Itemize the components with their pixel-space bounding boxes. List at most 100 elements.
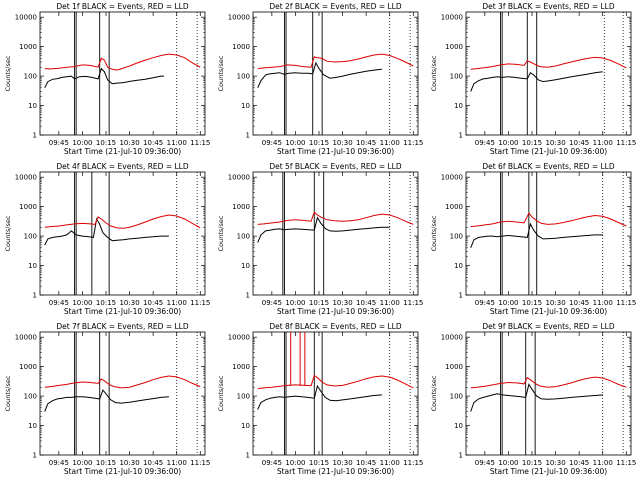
- y-tick-label: 1000: [445, 363, 463, 371]
- x-tick-label: 10:15: [309, 139, 329, 147]
- x-tick-label: 10:45: [143, 299, 163, 307]
- events-series-line: [44, 67, 165, 89]
- x-tick-label: 10:15: [522, 139, 542, 147]
- y-axis-label: Counts/sec: [430, 375, 438, 411]
- x-tick-label: 10:45: [143, 139, 163, 147]
- x-tick-label: 10:00: [498, 299, 518, 307]
- x-tick-label: 11:00: [593, 139, 613, 147]
- y-tick-label: 100: [237, 233, 250, 241]
- y-tick-label: 100: [450, 233, 463, 241]
- x-tick-label: 10:00: [285, 459, 305, 467]
- chart-title: Det 8f BLACK = Events, RED = LLD: [269, 322, 402, 331]
- y-tick-label: 10000: [15, 334, 37, 342]
- x-axis-label: Start Time (21-Jul-10 09:36:00): [490, 307, 607, 316]
- x-tick-label: 09:45: [475, 459, 495, 467]
- lld-series-line: [44, 214, 201, 229]
- events-series-line: [470, 383, 603, 412]
- x-tick-label: 11:00: [380, 459, 400, 467]
- y-axis-label: Counts/sec: [430, 55, 438, 91]
- panel-det-5f: Det 5f BLACK = Events, RED = LLD Counts/s…: [217, 162, 423, 316]
- events-series-line: [470, 222, 603, 248]
- plot-frame: [39, 11, 206, 136]
- plot-frame: [465, 171, 632, 296]
- x-tick-label: 10:30: [119, 459, 139, 467]
- x-tick-label: 11:15: [190, 299, 210, 307]
- x-tick-label: 10:00: [72, 139, 92, 147]
- y-tick-label: 10000: [15, 174, 37, 182]
- y-tick-label: 10000: [228, 334, 250, 342]
- y-tick-label: 1000: [232, 203, 250, 211]
- y-tick-label: 1: [246, 132, 250, 140]
- x-tick-label: 10:30: [545, 459, 565, 467]
- x-tick-label: 11:15: [616, 299, 636, 307]
- y-tick-label: 10: [28, 262, 37, 270]
- x-tick-label: 11:15: [190, 139, 210, 147]
- panel-det-3f: Det 3f BLACK = Events, RED = LLD Counts/s…: [430, 2, 636, 156]
- events-series-line: [257, 61, 382, 89]
- y-tick-label: 10000: [441, 334, 463, 342]
- x-tick-label: 10:30: [545, 139, 565, 147]
- y-axis-label: Counts/sec: [217, 55, 225, 91]
- x-tick-label: 10:45: [356, 139, 376, 147]
- y-tick-label: 100: [450, 73, 463, 81]
- y-axis-label: Counts/sec: [4, 375, 12, 411]
- x-tick-label: 11:15: [616, 459, 636, 467]
- plot-frame: [465, 331, 632, 456]
- chart-title: Det 2f BLACK = Events, RED = LLD: [269, 2, 402, 11]
- x-tick-label: 10:30: [119, 139, 139, 147]
- y-tick-label: 10000: [228, 174, 250, 182]
- x-axis-label: Start Time (21-Jul-10 09:36:00): [64, 307, 181, 316]
- x-axis-label: Start Time (21-Jul-10 09:36:00): [490, 467, 607, 476]
- lld-series-line: [470, 56, 627, 70]
- y-tick-label: 1000: [232, 363, 250, 371]
- x-tick-label: 09:45: [475, 139, 495, 147]
- y-tick-label: 1000: [445, 203, 463, 211]
- panel-det-7f: Det 7f BLACK = Events, RED = LLD Counts/s…: [4, 322, 210, 476]
- x-axis-label: Start Time (21-Jul-10 09:36:00): [64, 147, 181, 156]
- y-tick-label: 100: [450, 393, 463, 401]
- x-tick-label: 10:15: [96, 299, 116, 307]
- y-tick-label: 10000: [15, 14, 37, 22]
- x-tick-label: 10:30: [545, 299, 565, 307]
- x-tick-label: 09:45: [475, 299, 495, 307]
- x-tick-label: 10:45: [143, 459, 163, 467]
- x-tick-label: 10:45: [569, 139, 589, 147]
- x-tick-label: 09:45: [49, 139, 69, 147]
- y-tick-label: 100: [24, 393, 37, 401]
- lld-series-line: [470, 212, 627, 228]
- events-series-line: [257, 384, 382, 410]
- x-tick-label: 10:30: [332, 459, 352, 467]
- y-tick-label: 1000: [19, 203, 37, 211]
- x-tick-label: 10:15: [309, 459, 329, 467]
- x-tick-label: 11:00: [380, 299, 400, 307]
- y-tick-label: 10: [454, 262, 463, 270]
- chart-title: Det 5f BLACK = Events, RED = LLD: [269, 162, 402, 171]
- plot-frame: [39, 171, 206, 296]
- panel-det-1f: Det 1f BLACK = Events, RED = LLD Counts/s…: [4, 2, 210, 156]
- y-axis-label: Counts/sec: [4, 215, 12, 251]
- x-tick-label: 10:00: [72, 459, 92, 467]
- y-tick-label: 10: [454, 422, 463, 430]
- plot-frame: [465, 11, 632, 136]
- y-tick-label: 1000: [19, 43, 37, 51]
- y-tick-label: 100: [24, 73, 37, 81]
- y-tick-label: 1000: [232, 43, 250, 51]
- plot-frame: [252, 171, 419, 296]
- x-tick-label: 09:45: [49, 299, 69, 307]
- chart-title: Det 7f BLACK = Events, RED = LLD: [56, 322, 189, 331]
- chart-title: Det 1f BLACK = Events, RED = LLD: [56, 2, 189, 11]
- x-tick-label: 10:30: [119, 299, 139, 307]
- y-tick-label: 1: [33, 452, 37, 460]
- events-series-line: [44, 389, 169, 412]
- y-tick-label: 1: [33, 292, 37, 300]
- events-series-line: [44, 217, 169, 246]
- y-tick-label: 1: [246, 292, 250, 300]
- x-axis-label: Start Time (21-Jul-10 09:36:00): [277, 467, 394, 476]
- y-axis-label: Counts/sec: [4, 55, 12, 91]
- y-axis-label: Counts/sec: [217, 375, 225, 411]
- x-tick-label: 10:30: [332, 139, 352, 147]
- y-tick-label: 10: [241, 262, 250, 270]
- chart-title: Det 3f BLACK = Events, RED = LLD: [482, 2, 615, 11]
- y-tick-label: 10: [241, 102, 250, 110]
